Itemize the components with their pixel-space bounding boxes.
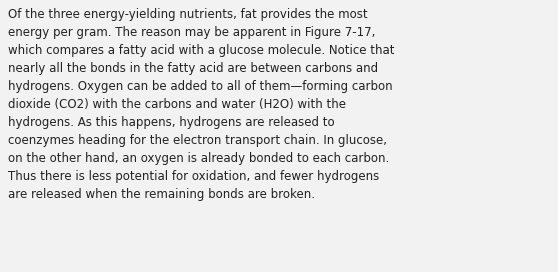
Text: Of the three energy-yielding nutrients, fat provides the most
energy per gram. T: Of the three energy-yielding nutrients, … (8, 8, 395, 201)
